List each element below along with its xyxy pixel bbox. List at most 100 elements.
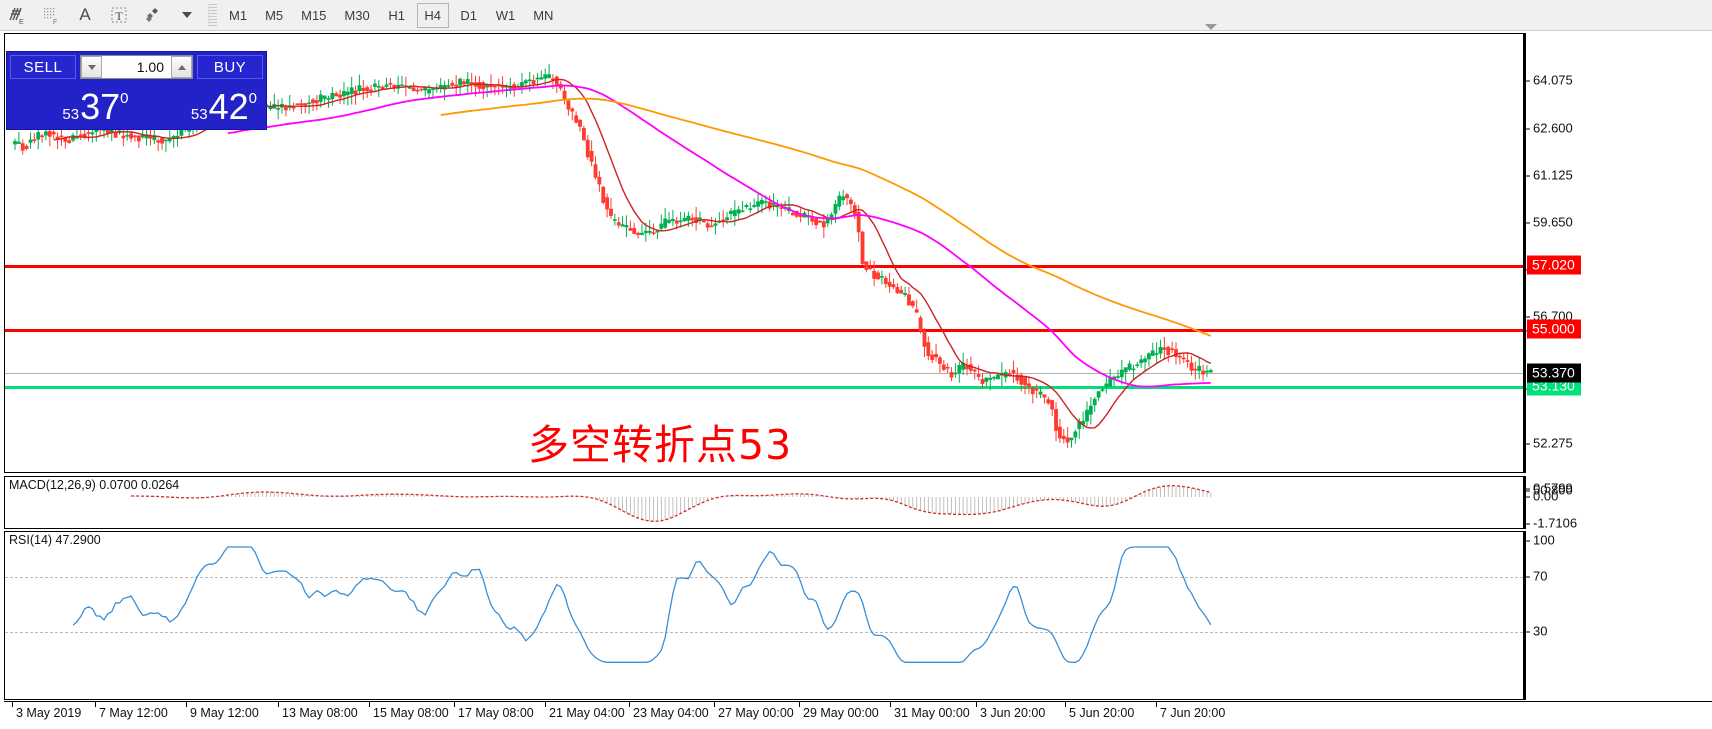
sell-price-frac: 0	[120, 90, 129, 107]
rsi-scale: 100 70 30	[1524, 531, 1712, 700]
rsi-series-layer	[72, 546, 1212, 663]
timeframe-mn[interactable]: MN	[533, 7, 554, 23]
price-scale[interactable]: 64.07562.60061.12559.65058.17556.70055.2…	[1524, 33, 1712, 498]
time-tick-mark	[95, 702, 96, 707]
time-tick-mark	[454, 702, 455, 707]
macd-pane[interactable]: MACD(12,26,9) 0.0700 0.0264	[4, 476, 1524, 529]
time-tick-label: 7 Jun 20:00	[1160, 706, 1226, 720]
svg-text:F: F	[53, 19, 57, 25]
timeframe-h1[interactable]: H1	[388, 7, 406, 23]
sell-price-big: 37	[80, 86, 121, 127]
price-level-tag-resistance-1[interactable]: 57.020	[1527, 255, 1581, 275]
timeframe-m30[interactable]: M30	[344, 7, 370, 23]
macd-tick: 0.5799	[1526, 481, 1573, 496]
timeframe-m5[interactable]: M5	[265, 7, 284, 23]
objects-icon[interactable]	[136, 1, 170, 30]
time-tick-label: 31 May 00:00	[894, 706, 970, 720]
time-scale[interactable]: 3 May 2019 7 May 12:00 9 May 12:00 13 May 0…	[4, 701, 1712, 729]
timeframe-w1[interactable]: W1	[495, 7, 516, 23]
sell-price-lead: 53	[62, 106, 80, 123]
time-tick-mark	[799, 702, 800, 707]
trade-panel-prices: 53 37 0 53 42 0	[7, 82, 266, 129]
dropdown-marker-icon	[1205, 24, 1217, 30]
volume-value[interactable]: 1.00	[136, 59, 164, 75]
time-tick-label: 13 May 08:00	[282, 706, 358, 720]
time-tick-mark	[12, 702, 13, 707]
time-tick-mark	[714, 702, 715, 707]
rsi-oversold-line	[5, 632, 1523, 633]
timeframe-m1[interactable]: M1	[229, 7, 248, 23]
time-tick-label: 29 May 00:00	[803, 706, 879, 720]
buy-button[interactable]: BUY	[197, 55, 263, 79]
time-tick-mark	[976, 702, 977, 707]
time-tick-label: 5 Jun 20:00	[1069, 706, 1135, 720]
macd-tick: -1.7106	[1526, 516, 1577, 531]
last-price-line	[5, 373, 1523, 374]
time-tick-label: 3 May 2019	[16, 706, 82, 720]
price-level-tag-last-price[interactable]: 53.370	[1527, 363, 1581, 383]
volume-increase-button[interactable]	[171, 56, 192, 78]
macd-series-layer	[130, 485, 1212, 522]
toolbar-separator	[208, 4, 217, 26]
support-line-53130[interactable]	[5, 386, 1523, 389]
time-tick-mark	[186, 702, 187, 707]
time-tick-label: 9 May 12:00	[190, 706, 259, 720]
time-tick-label: 7 May 12:00	[99, 706, 168, 720]
timeframe-d1[interactable]: D1	[460, 7, 478, 23]
trade-panel-controls: SELL 1.00 BUY	[7, 52, 266, 82]
svg-text:T: T	[115, 9, 123, 23]
time-tick-mark	[278, 702, 279, 707]
time-tick-mark	[1156, 702, 1157, 707]
buy-price-display[interactable]: 53 42 0	[138, 82, 263, 127]
time-tick-label: 21 May 04:00	[549, 706, 625, 720]
timeframe-m15[interactable]: M15	[301, 7, 327, 23]
chart-toolbar: E F A T	[0, 0, 1712, 31]
timeframe-h4[interactable]: H4	[416, 2, 449, 28]
chevron-down-icon[interactable]	[170, 1, 204, 30]
buy-price-lead: 53	[190, 106, 208, 123]
rsi-tick: 30	[1526, 624, 1547, 639]
time-tick-mark	[1065, 702, 1066, 707]
resistance-line-57020[interactable]	[5, 265, 1523, 268]
price-tick: 64.075	[1526, 73, 1573, 88]
time-tick-mark	[545, 702, 546, 707]
time-tick-label: 27 May 00:00	[718, 706, 794, 720]
resistance-line-55000[interactable]	[5, 329, 1523, 332]
chart-annotation-text: 多空转折点53	[528, 421, 793, 469]
svg-text:E: E	[19, 19, 24, 25]
price-level-tag-resistance-2[interactable]: 55.000	[1527, 319, 1581, 339]
price-tick: 52.275	[1526, 436, 1573, 451]
one-click-trading-panel[interactable]: SELL 1.00 BUY 53 37 0 53 42 0	[6, 51, 267, 130]
time-tick-label: 17 May 08:00	[458, 706, 534, 720]
price-tick: 59.650	[1526, 215, 1573, 230]
rsi-pane[interactable]: RSI(14) 47.2900	[4, 531, 1524, 700]
buy-price-frac: 0	[248, 90, 257, 107]
grid-icon[interactable]: F	[34, 1, 68, 30]
price-tick: 61.125	[1526, 168, 1573, 183]
time-tick-mark	[890, 702, 891, 707]
time-tick-label: 3 Jun 20:00	[980, 706, 1046, 720]
rsi-tick: 70	[1526, 569, 1547, 584]
text-icon[interactable]: A	[79, 5, 91, 24]
time-tick-label: 23 May 04:00	[633, 706, 709, 720]
price-tick: 62.600	[1526, 121, 1573, 136]
indicators-icon[interactable]: E	[0, 1, 34, 30]
sell-price-display[interactable]: 53 37 0	[10, 82, 135, 126]
volume-decrease-button[interactable]	[81, 56, 102, 78]
volume-field[interactable]: 1.00	[80, 55, 193, 79]
timeframe-group: M1 M5 M15 M30 H1 H4 D1 W1 MN	[220, 2, 562, 28]
text-label-icon[interactable]: T	[102, 1, 136, 30]
time-tick-mark	[629, 702, 630, 707]
time-tick-mark	[369, 702, 370, 707]
rsi-overbought-line	[5, 577, 1523, 578]
rsi-label: RSI(14) 47.2900	[9, 533, 101, 547]
macd-label: MACD(12,26,9) 0.0700 0.0264	[9, 478, 180, 492]
buy-price-big: 42	[208, 86, 249, 127]
price-tick: 50.800	[1526, 483, 1573, 498]
time-tick-label: 15 May 08:00	[373, 706, 449, 720]
macd-scale: 0.5799 0.00 -1.7106	[1524, 476, 1712, 531]
sell-button[interactable]: SELL	[10, 55, 76, 79]
rsi-tick: 100	[1526, 533, 1555, 548]
macd-tick: 0.00	[1526, 489, 1558, 504]
